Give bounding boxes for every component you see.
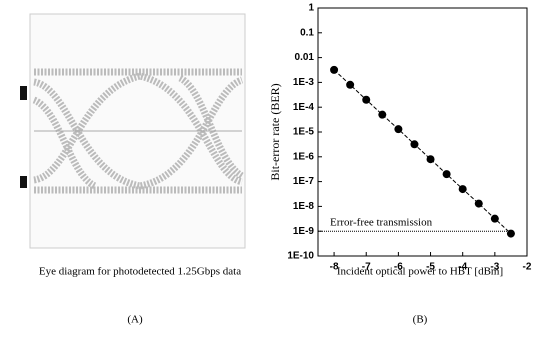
x-tick-label: -4 — [458, 262, 467, 273]
y-tick-label: 1E-6 — [293, 151, 315, 162]
y-tick-label: 1E-5 — [293, 127, 315, 138]
x-tick-label: -7 — [362, 262, 371, 273]
x-tick-label: -5 — [426, 262, 435, 273]
y-tick-label: 1E-8 — [293, 201, 315, 212]
x-tick-label: -2 — [523, 262, 532, 273]
data-point — [507, 230, 515, 238]
y-tick-label: 1E-7 — [293, 176, 315, 187]
data-point — [491, 215, 499, 223]
data-point — [427, 155, 435, 163]
data-point — [394, 125, 402, 133]
y-axis-label: Bit-error rate (BER) — [268, 83, 282, 180]
y-tick-label: 1 — [308, 3, 314, 14]
x-tick-label: -6 — [394, 262, 403, 273]
x-tick-label: -8 — [330, 262, 339, 273]
y-tick-label: 1E-4 — [293, 102, 315, 113]
x-tick-label: -3 — [490, 262, 499, 273]
label-b: (B) — [413, 314, 428, 326]
data-point — [362, 96, 370, 104]
caption-a: Eye diagram for photodetected 1.25Gbps d… — [39, 266, 241, 278]
data-point — [475, 200, 483, 208]
data-point — [410, 140, 418, 148]
y-tick-label: 1E-3 — [293, 77, 315, 88]
label-a: (A) — [127, 314, 143, 326]
y-tick-label: 0.01 — [295, 52, 315, 63]
series-line — [334, 70, 511, 234]
data-point — [330, 66, 338, 74]
y-tick-label: 1E-9 — [293, 226, 315, 237]
data-point — [378, 111, 386, 119]
data-point — [346, 81, 354, 89]
figure: Eye diagram for photodetected 1.25Gbps d… — [0, 0, 542, 341]
annotation: Error-free transmission — [330, 217, 433, 229]
y-tick-label: 1E-10 — [287, 251, 314, 262]
eye-marker — [20, 176, 27, 188]
data-point — [459, 185, 467, 193]
y-tick-label: 0.1 — [300, 27, 314, 38]
eye-diagram — [20, 14, 245, 248]
eye-marker — [20, 86, 27, 100]
data-point — [443, 170, 451, 178]
